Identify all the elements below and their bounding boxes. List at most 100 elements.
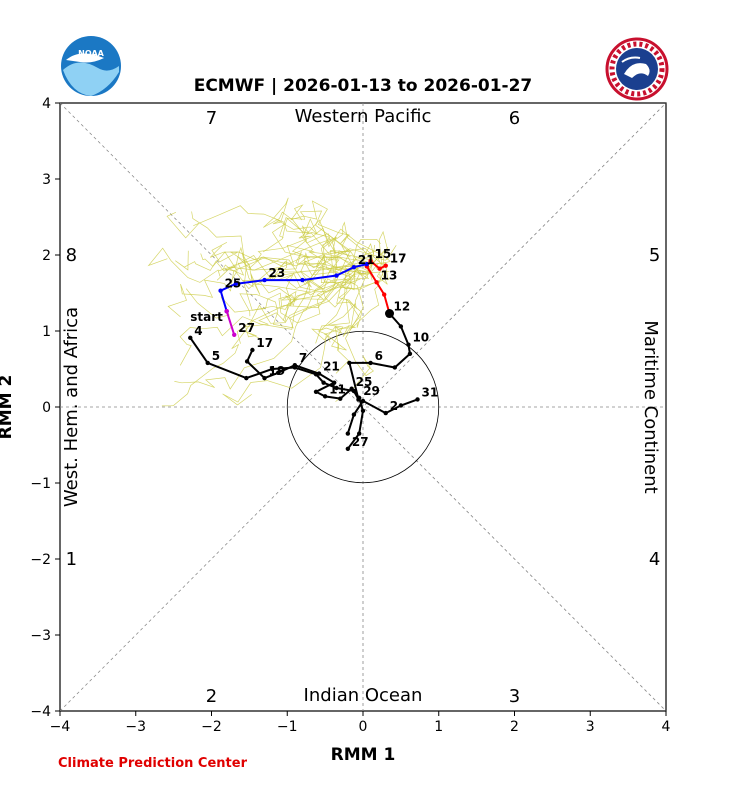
x-tick-label: −4 [50,719,71,735]
unit-circle [286,330,440,484]
series-point [347,360,352,366]
ensemble-member-line [239,250,352,329]
y-axis-label: RMM 2 [0,375,16,440]
point-label: 27 [238,321,255,335]
series-line [219,263,368,312]
series-point [232,332,237,337]
ensemble-member-line [274,218,373,281]
nws-logo [605,37,669,101]
series-point [415,397,420,402]
point-label: 31 [422,385,439,399]
series-point [332,380,337,385]
ensemble-member-line [263,222,391,281]
phase-label: 5 [649,245,660,266]
series-point [322,394,328,399]
y-tick-label: −3 [30,628,51,644]
series-point [398,403,404,408]
ensemble-member-line [311,244,376,343]
ensemble-member-line [222,273,371,406]
series-group: 27 [224,309,255,337]
series-point [383,263,388,268]
series-point [188,335,193,341]
chart-title: ECMWF | 2026-01-13 to 2026-01-27 [194,76,533,96]
ensemble-member-line [166,205,384,266]
series-point [224,309,229,314]
series-point [392,365,398,370]
noaa-logo: NOAA [61,36,121,96]
ensemble-member-line [315,270,385,344]
point-label: 27 [352,435,369,449]
series-point [262,375,267,381]
region-label-maritime-continent: Maritime Continent [640,320,661,493]
series-point [292,363,298,368]
point-label: 23 [269,266,286,280]
point-label: 11 [329,382,346,396]
point-label: 25 [225,277,242,291]
ensemble-member-line [322,236,397,274]
x-tick-label: 1 [434,719,443,735]
ensemble-member-line [305,219,364,278]
point-label: 13 [381,268,398,282]
ensemble-member-line [179,276,353,366]
x-tick-label: 2 [510,719,519,735]
region-label-indian-ocean: Indian Ocean [304,685,423,706]
series-point [275,370,281,375]
series-point [351,264,357,270]
ensemble-member-line [366,230,392,285]
point-label: 7 [299,351,307,365]
point-label: 29 [363,384,380,398]
series-point [382,292,387,297]
series-point [398,324,404,329]
diagonal-line [59,102,667,712]
series-point [345,446,351,451]
y-tick-label: 3 [42,172,51,188]
ensemble-member-line [229,251,352,282]
x-tick-label: 4 [662,719,671,735]
phase-label: 1 [66,549,77,570]
ensemble-member-line [242,250,385,311]
series-point [360,398,366,404]
series-point [338,396,343,401]
series-point [383,410,388,416]
phase-label: 8 [66,245,77,266]
series-point [368,360,373,366]
point-label: 21 [358,253,375,267]
series-point [374,280,379,285]
series-point [300,277,305,283]
y-tick-label: −4 [30,704,51,720]
x-axis-label: RMM 1 [331,745,396,765]
series-point [351,412,357,417]
region-label-west-hem-africa: West. Hem. and Africa [61,307,82,507]
point-label: 21 [323,360,340,374]
series-point [334,273,339,278]
svg-text:NOAA: NOAA [78,49,104,58]
phase-label: 3 [509,686,520,707]
series-line [346,398,418,434]
y-tick-label: 4 [42,96,51,112]
point-label: 6 [375,349,383,363]
point-label: 17 [390,252,407,266]
ensemble-member-line [161,251,351,407]
x-tick-label: −3 [125,719,146,735]
y-tick-label: −1 [30,476,51,492]
series-point [218,288,223,293]
series-group: 171972111252927 [244,336,380,451]
series-point [357,395,362,401]
series-point [345,431,351,436]
y-tick-label: 0 [42,400,51,416]
series-point [364,261,369,267]
series-point [407,351,413,356]
y-tick-label: 1 [42,324,51,340]
credit-label: Climate Prediction Center [58,756,248,771]
series-point [377,266,382,271]
y-tick-label: 2 [42,248,51,264]
point-label: 17 [256,336,273,350]
y-tick-label: −2 [30,552,51,568]
series-group: 2 31 [345,385,439,436]
series-point [233,281,238,287]
point-label: 4 [194,324,202,338]
ensemble-member-line [167,251,373,318]
